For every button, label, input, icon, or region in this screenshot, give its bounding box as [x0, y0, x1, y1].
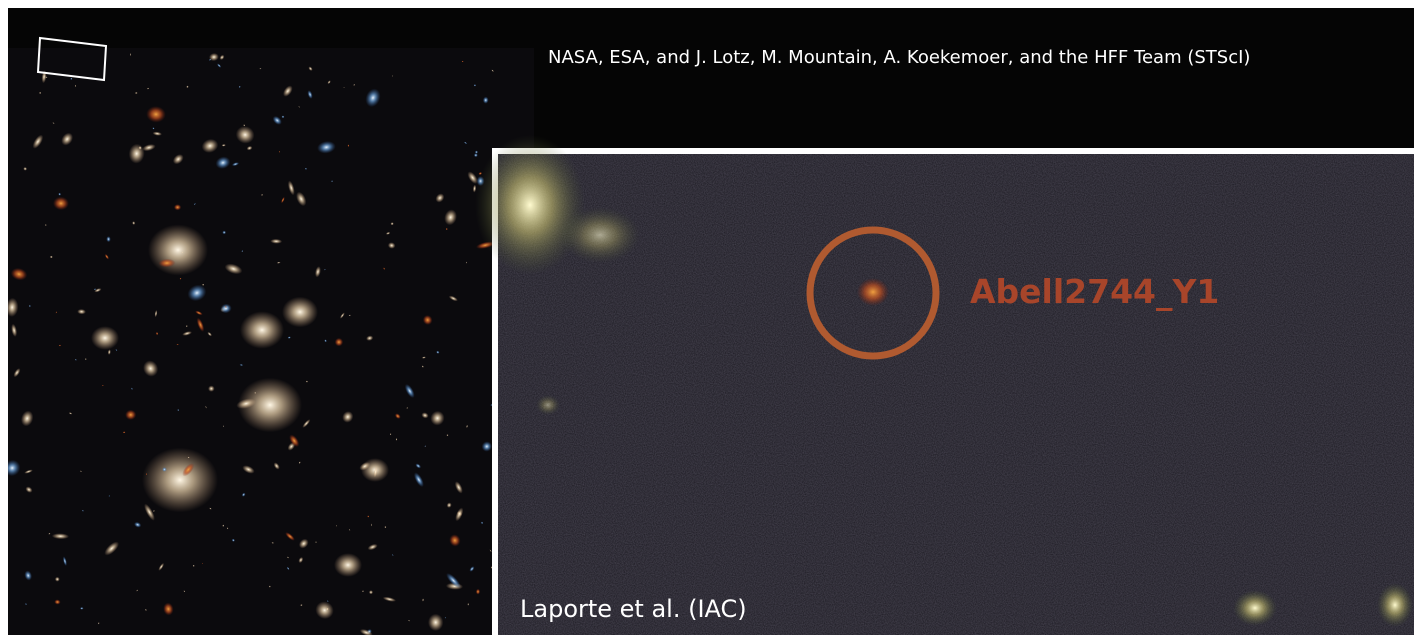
- object-label: Abell2744_Y1: [970, 272, 1219, 311]
- foreground-galaxy: [536, 395, 560, 415]
- foreground-galaxy: [1377, 583, 1413, 627]
- page: NASA, ESA, and J. Lotz, M. Mountain, A. …: [0, 0, 1418, 635]
- galaxy: [240, 311, 284, 348]
- galaxy: [142, 448, 218, 513]
- galaxy: [334, 553, 362, 577]
- galaxy: [384, 526, 386, 528]
- inset-panel: Abell2744_Y1 Laporte et al. (IAC): [475, 135, 1414, 635]
- target-galaxy: [857, 278, 889, 306]
- credit-top: NASA, ESA, and J. Lotz, M. Mountain, A. …: [548, 47, 1250, 68]
- galaxy-cluster-image: [1, 48, 534, 635]
- foreground-galaxy: [1233, 590, 1277, 626]
- credit-bottom: Laporte et al. (IAC): [520, 595, 747, 623]
- composite-image: NASA, ESA, and J. Lotz, M. Mountain, A. …: [0, 0, 1418, 635]
- foreground-galaxy: [475, 135, 585, 275]
- galaxy: [282, 297, 318, 328]
- galaxy: [467, 603, 468, 606]
- galaxy: [91, 326, 119, 350]
- galaxy: [148, 225, 208, 276]
- foreground-galaxy: [560, 207, 640, 263]
